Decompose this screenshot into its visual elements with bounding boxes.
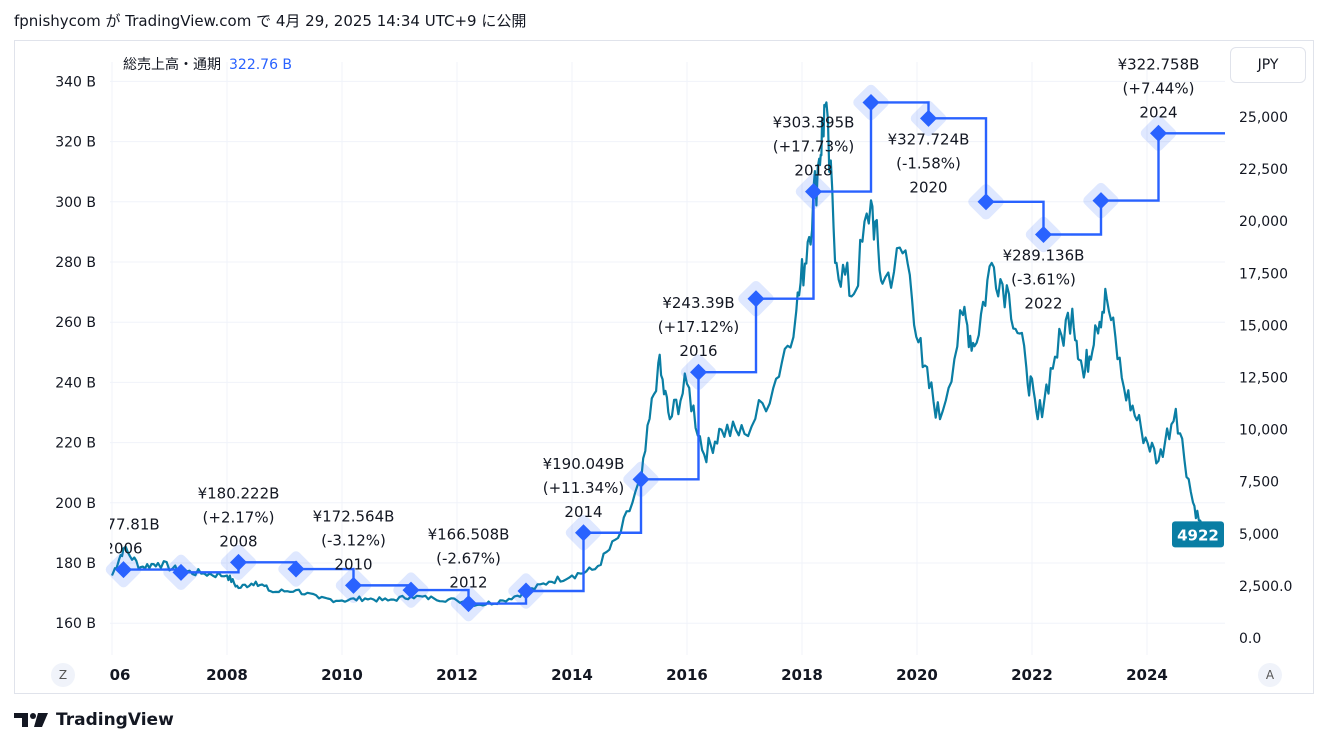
right-axis-tick: 15,000 (1239, 318, 1288, 334)
chart-frame (14, 40, 1314, 694)
right-axis-tick: 10,000 (1239, 423, 1288, 439)
revenue-point (690, 363, 707, 381)
right-axis-tick: 7,500 (1239, 475, 1279, 491)
x-axis-tick: 2012 (436, 666, 478, 684)
annotation-label: 2008 (219, 532, 257, 550)
annotation-label: 2024 (1139, 103, 1177, 121)
left-axis-tick: 320 B (55, 135, 96, 151)
annotations: ¥177.81B 2006 ¥180.222B (+2.17%) 2008 ¥172.56… (87, 55, 1200, 592)
x-axis-tick: 2016 (666, 666, 708, 684)
revenue-point (402, 581, 420, 599)
revenue-point (287, 560, 305, 578)
annotation-label: ¥327.724B (888, 130, 970, 148)
revenue-point (805, 183, 822, 201)
annotation-label: ¥190.049B (543, 455, 625, 473)
annotation-label: 2012 (449, 574, 487, 592)
annotation-label: (+11.34%) (543, 479, 624, 497)
annotation-label: (-1.58%) (896, 154, 961, 172)
tradingview-logo-icon (14, 713, 48, 727)
annotation-label: 2014 (564, 503, 602, 521)
left-axis-tick: 240 B (55, 375, 96, 391)
x-axis-tick: 2022 (1011, 666, 1053, 684)
x-axis-tick: 2024 (1126, 666, 1168, 684)
revenue-point (862, 93, 880, 111)
price-line (110, 101, 1223, 607)
left-axis-tick: 160 B (55, 616, 96, 632)
revenue-point (747, 290, 765, 308)
revenue-point (977, 193, 995, 211)
revenue-step-line (123, 101, 1225, 605)
scale-right-button[interactable]: A (1258, 663, 1282, 687)
chart-legend: 総売上高・通期 322.76 B (123, 54, 292, 74)
revenue-point (632, 470, 650, 488)
left-axis-tick: 340 B (55, 74, 96, 90)
annotation-label: (+17.73%) (773, 138, 854, 156)
right-axis-tick: 2,500.0 (1239, 579, 1292, 595)
annotation-label: 2016 (679, 342, 717, 360)
revenue-point (172, 563, 190, 581)
annotation-label: ¥172.564B (313, 507, 395, 525)
annotation-label: ¥166.508B (428, 526, 510, 544)
x-axis-tick: 2018 (781, 666, 823, 684)
annotation-label: ¥177.81B (87, 516, 159, 534)
right-axis-tick: 22,500 (1239, 162, 1288, 178)
annotation-label: (-2.67%) (436, 550, 501, 568)
annotation-label: 2010 (334, 555, 372, 573)
left-axis-tick: 180 B (55, 556, 96, 572)
revenue-point (575, 524, 592, 542)
revenue-point (460, 595, 477, 613)
right-axis-tick: 25,000 (1239, 110, 1288, 126)
tradingview-logo[interactable]: TradingView (14, 710, 174, 730)
annotation-label: ¥303.395B (773, 114, 855, 132)
left-axis-tick: 200 B (55, 496, 96, 512)
annotation-label: ¥289.136B (1003, 247, 1085, 265)
revenue-point (345, 576, 362, 594)
annotation-label: 2022 (1024, 295, 1062, 313)
right-axis-tick: 5,000 (1239, 527, 1279, 543)
revenue-point (115, 561, 132, 579)
annotation-label: ¥243.39B (662, 294, 734, 312)
annotation-group: ¥177.81B 2006 ¥180.222B (+2.17%) 2008 ¥172.56… (87, 55, 1200, 592)
right-axis-tick: 0.0 (1239, 631, 1261, 647)
axes: 340 B 320 B 300 B 280 B 260 B 240 B 220 B 200 B… (55, 74, 1292, 684)
annotation-label: 2020 (909, 178, 947, 196)
left-axis-tick: 220 B (55, 436, 96, 452)
currency-button[interactable]: JPY (1230, 47, 1306, 83)
right-axis-tick: 12,500 (1239, 371, 1288, 387)
right-axis-tick: 20,000 (1239, 214, 1288, 230)
x-axis-tick: 2010 (321, 666, 363, 684)
publish-info: fpnishycom が TradingView.com で 4月 29, 20… (14, 12, 527, 30)
last-price-label: 4922 (1177, 526, 1219, 544)
left-axis-tick: 280 B (55, 255, 96, 271)
annotation-label: (+7.44%) (1123, 79, 1195, 97)
annotation-label: (-3.12%) (321, 531, 386, 549)
revenue-point (230, 553, 247, 571)
revenue-point (517, 582, 535, 600)
annotation-label: 2018 (794, 162, 832, 180)
right-axis-tick: 17,500 (1239, 266, 1288, 282)
price-series: 4922 (110, 101, 1224, 607)
annotation-label: (+17.12%) (658, 318, 739, 336)
annotation-label: (+2.17%) (203, 508, 275, 526)
x-axis-tick: 06 (110, 666, 131, 684)
annotation-label: ¥322.758B (1118, 55, 1200, 73)
last-price-badge (1172, 521, 1224, 548)
revenue-point (920, 109, 937, 127)
revenue-series (105, 84, 1225, 622)
annotation-label: ¥180.222B (198, 484, 280, 502)
legend-label: 総売上高・通期 (123, 57, 221, 73)
x-axis-tick: 2020 (896, 666, 938, 684)
left-axis-tick: 260 B (55, 315, 96, 331)
x-axis-tick: 2008 (206, 666, 248, 684)
left-axis-tick: 300 B (55, 195, 96, 211)
annotation-label: 2006 (104, 540, 142, 558)
legend-value: 322.76 B (229, 57, 293, 73)
brand-name: TradingView (56, 710, 174, 730)
annotation-label: (-3.61%) (1011, 271, 1076, 289)
x-axis-tick: 2014 (551, 666, 593, 684)
scale-left-button[interactable]: Z (51, 663, 75, 687)
